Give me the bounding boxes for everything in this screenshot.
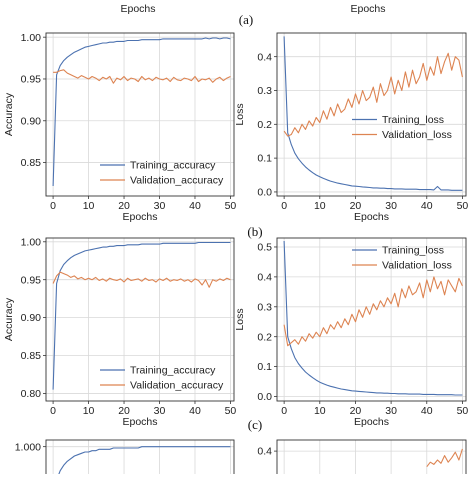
- series-line-validation-loss: [283, 276, 463, 347]
- plot-frame: [45, 32, 235, 197]
- x-axis-label: Epochs: [354, 211, 389, 223]
- xtick-label: 40: [421, 200, 433, 212]
- xtick-label: 30: [154, 200, 166, 212]
- legend-label: Training_accuracy: [130, 160, 216, 172]
- ytick-label: 0.95: [21, 74, 42, 86]
- xtick-label: 30: [385, 405, 397, 417]
- xtick-label: 50: [225, 405, 237, 417]
- y-axis-label: Accuracy: [3, 92, 15, 136]
- ytick-label: 0.90: [21, 115, 42, 127]
- xtick-label: 50: [225, 200, 237, 212]
- ytick-label: 0.4: [257, 51, 272, 63]
- chart-row1-loss: 0.4 0.3 0.2 0.1 0.0 0 10 20 30 40 50 Epochs Loss Trai…: [234, 32, 469, 223]
- ytick-label: 0.0: [257, 391, 272, 403]
- xtick-label: 0: [281, 200, 287, 212]
- chart-row2-accuracy: 1.00 0.95 0.90 0.85 0.80 0 10 20 30 40 50 Epochs Acc…: [3, 236, 236, 428]
- ytick-label: 0.3: [257, 85, 272, 97]
- ytick-label: 0.80: [21, 388, 42, 400]
- y-axis-label: Loss: [234, 308, 246, 330]
- y-axis-label: Loss: [234, 103, 246, 125]
- legend-label: Training_loss: [382, 114, 444, 126]
- y-axis-label: Accuracy: [3, 297, 15, 341]
- plot-frame: [45, 237, 235, 402]
- chart-row3-loss-partial: 0.4: [257, 439, 467, 479]
- ytick-label: 0.1: [257, 361, 272, 373]
- chart-row3-accuracy-partial: 1.000: [15, 439, 235, 479]
- x-axis-label: Epochs: [122, 211, 157, 223]
- fragment-xlabel-left: Epochs: [120, 3, 155, 15]
- ytick-label: 0.2: [257, 331, 272, 343]
- ytick-label: 0.5: [257, 242, 272, 254]
- series-group: [283, 240, 463, 396]
- panel-label-b: (b): [247, 224, 263, 239]
- ytick-label: 0.1: [257, 153, 272, 165]
- chart-row1-accuracy: 1.00 0.95 0.90 0.85 0 10 20 30 40 50 Epochs Accurac…: [3, 32, 236, 223]
- series-line-training-accuracy: [52, 241, 231, 390]
- xtick-label: 20: [350, 200, 362, 212]
- series-group: [426, 448, 463, 468]
- ytick-label: 0.90: [21, 312, 42, 324]
- ytick-label: 0.2: [257, 119, 272, 131]
- series-group: [52, 241, 231, 390]
- chart-row2-loss: 0.5 0.4 0.3 0.2 0.1 0.0 0 10 20 30 40 50 Epochs Loss T…: [234, 237, 469, 428]
- xtick-label: 10: [314, 200, 326, 212]
- ytick-label: 0.4: [257, 271, 272, 283]
- ytick-label: 1.00: [21, 236, 42, 248]
- ytick-label: 0.85: [21, 350, 42, 362]
- xtick-label: 50: [457, 405, 469, 417]
- panel-label-c: (c): [247, 417, 263, 432]
- series-line-validation-loss: [283, 52, 463, 137]
- ytick-label: 0.4: [257, 446, 272, 458]
- series-line-validation-accuracy: [52, 271, 231, 288]
- series-line-series-0: [426, 448, 463, 468]
- ytick-label: 0.95: [21, 274, 42, 286]
- series-line-validation-accuracy: [53, 69, 231, 84]
- xtick-label: 0: [50, 200, 56, 212]
- xtick-label: 30: [154, 405, 166, 417]
- xtick-label: 10: [314, 405, 326, 417]
- series-group: [56, 446, 231, 479]
- xtick-label: 20: [118, 200, 130, 212]
- ytick-label: 1.000: [15, 441, 41, 453]
- xtick-label: 0: [281, 405, 287, 417]
- plot-frame: [276, 439, 467, 479]
- xtick-label: 30: [385, 200, 397, 212]
- legend-label: Validation_accuracy: [130, 175, 224, 187]
- xtick-label: 40: [421, 405, 433, 417]
- series-group: [52, 37, 231, 187]
- x-axis-label: Epochs: [122, 416, 157, 428]
- ytick-label: 0.85: [21, 157, 42, 169]
- xtick-label: 10: [83, 405, 95, 417]
- xtick-label: 40: [189, 200, 201, 212]
- xtick-label: 50: [457, 200, 469, 212]
- plot-frame: [276, 237, 467, 402]
- ytick-label: 1.00: [21, 32, 42, 44]
- plot-frame: [276, 32, 467, 197]
- legend-label: Training_loss: [382, 245, 444, 257]
- xtick-label: 40: [189, 405, 201, 417]
- legend-label: Validation_loss: [382, 260, 452, 272]
- legend-label: Training_accuracy: [130, 365, 216, 377]
- ytick-label: 0.3: [257, 301, 272, 313]
- legend-label: Validation_loss: [382, 129, 452, 141]
- x-axis-label: Epochs: [354, 416, 389, 428]
- plot-frame: [45, 439, 235, 479]
- panel-label-a: (a): [238, 12, 254, 27]
- ytick-label: 0.0: [257, 187, 272, 199]
- series-line-training-accuracy: [52, 37, 231, 187]
- series-line-training-loss: [283, 240, 463, 396]
- fragment-xlabel-right: Epochs: [350, 3, 385, 15]
- series-group: [283, 36, 463, 191]
- legend-label: Validation_accuracy: [130, 380, 224, 392]
- xtick-label: 20: [118, 405, 130, 417]
- xtick-label: 10: [83, 200, 95, 212]
- xtick-label: 0: [50, 405, 56, 417]
- series-line-training-loss: [283, 36, 463, 191]
- xtick-label: 20: [350, 405, 362, 417]
- series-line-series-0: [56, 446, 231, 479]
